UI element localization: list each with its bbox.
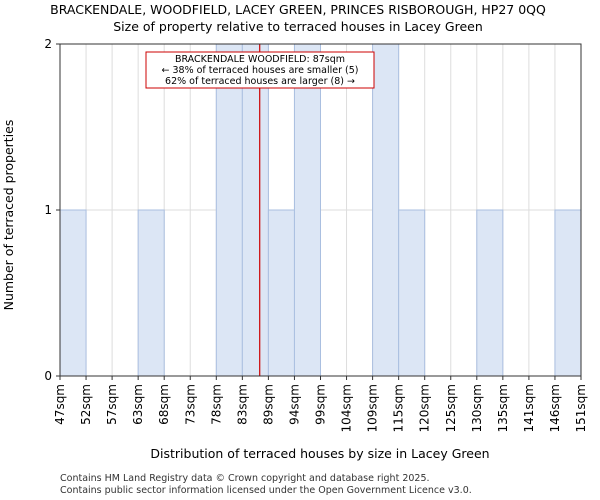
- bars-group: [59, 43, 582, 377]
- bar-130sqm: [476, 209, 504, 377]
- bar-115sqm: [398, 209, 426, 377]
- x-axis-ticks: 47sqm 52sqm 57sqm 63sqm 68sqm 73sqm 78sqm 83sqm…: [53, 376, 588, 432]
- x-tick-label: 120sqm: [418, 384, 432, 432]
- y-axis-ticks: 0 1 2: [44, 37, 60, 383]
- bar-63sqm: [137, 209, 165, 377]
- annotation-box: BRACKENDALE WOODFIELD: 87sqm ← 38% of te…: [145, 51, 375, 89]
- x-tick-label: 151sqm: [574, 384, 588, 432]
- x-tick-label: 146sqm: [548, 384, 562, 432]
- annotation-line-1: BRACKENDALE WOODFIELD: 87sqm: [175, 54, 345, 65]
- bar-47sqm: [59, 209, 87, 377]
- y-tick-label: 1: [44, 203, 52, 217]
- x-tick-label: 57sqm: [105, 384, 119, 425]
- x-tick-label: 89sqm: [261, 384, 275, 425]
- x-tick-label: 68sqm: [157, 384, 171, 425]
- annotation-line-3: 62% of terraced houses are larger (8) →: [165, 76, 355, 87]
- x-tick-label: 130sqm: [470, 384, 484, 432]
- bar-146sqm: [554, 209, 582, 377]
- x-tick-label: 94sqm: [287, 384, 301, 425]
- chart-title: BRACKENDALE, WOODFIELD, LACEY GREEN, PRI…: [50, 2, 546, 17]
- x-tick-label: 78sqm: [209, 384, 223, 425]
- footer-line-2: Contains public sector information licen…: [60, 485, 472, 496]
- chart-subtitle: Size of property relative to terraced ho…: [113, 19, 483, 34]
- x-tick-label: 109sqm: [366, 384, 380, 432]
- footer-line-1: Contains HM Land Registry data © Crown c…: [60, 473, 430, 484]
- bar-78sqm: [215, 43, 243, 377]
- x-tick-label: 104sqm: [340, 384, 354, 432]
- x-tick-label: 47sqm: [53, 384, 67, 425]
- x-tick-label: 73sqm: [183, 384, 197, 425]
- x-tick-label: 141sqm: [522, 384, 536, 432]
- annotation-line-2: ← 38% of terraced houses are smaller (5): [162, 65, 359, 76]
- y-axis-label: Number of terraced properties: [1, 120, 16, 311]
- annotation-frame: [145, 51, 375, 89]
- x-tick-label: 125sqm: [444, 384, 458, 432]
- x-tick-label: 135sqm: [496, 384, 510, 432]
- x-axis-label: Distribution of terraced houses by size …: [150, 446, 489, 461]
- y-tick-label: 0: [44, 369, 52, 383]
- x-tick-label: 52sqm: [79, 384, 93, 425]
- bar-94sqm: [293, 43, 322, 377]
- x-tick-label: 83sqm: [235, 384, 249, 425]
- y-tick-label: 2: [44, 37, 52, 51]
- x-tick-label: 63sqm: [131, 384, 145, 425]
- bar-89sqm: [267, 209, 295, 377]
- x-tick-label: 115sqm: [392, 384, 406, 432]
- bar-109sqm: [372, 43, 400, 377]
- x-tick-label: 99sqm: [314, 384, 328, 425]
- bar-83sqm: [241, 43, 269, 377]
